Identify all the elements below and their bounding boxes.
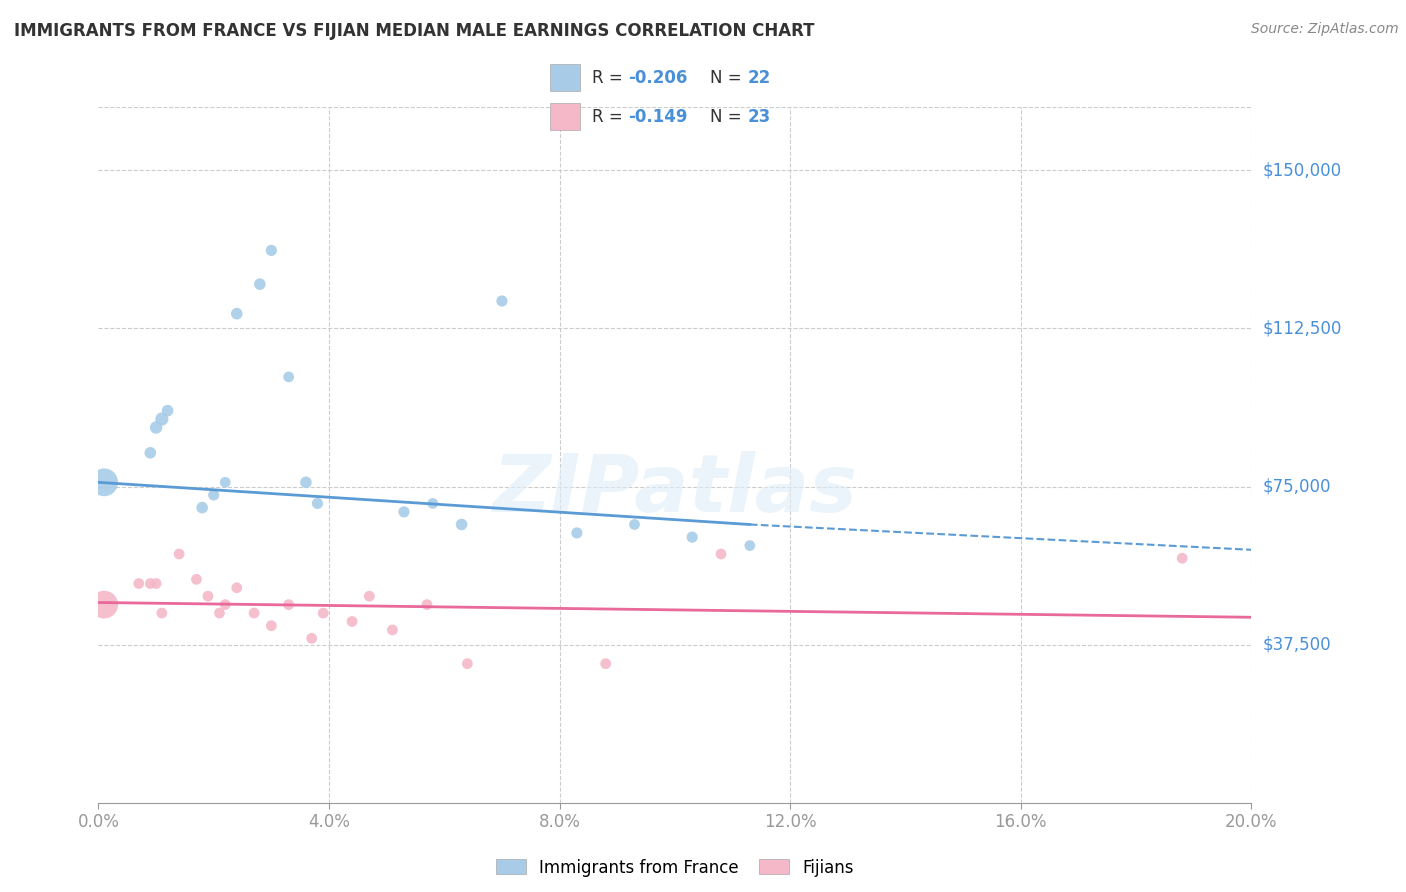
Point — [301, 632, 323, 646]
Text: $150,000: $150,000 — [1263, 161, 1341, 179]
Point — [623, 517, 645, 532]
Point — [450, 517, 472, 532]
Point — [249, 277, 271, 292]
Legend: Immigrants from France, Fijians: Immigrants from France, Fijians — [488, 850, 862, 885]
Point — [381, 623, 404, 637]
Point — [260, 618, 283, 632]
Point — [340, 615, 363, 629]
Text: $37,500: $37,500 — [1263, 636, 1331, 654]
Point — [681, 530, 703, 544]
Point — [243, 606, 266, 620]
Point — [197, 589, 219, 603]
Point — [260, 244, 283, 258]
Point — [139, 446, 162, 460]
Text: R =: R = — [592, 69, 627, 87]
Point — [456, 657, 478, 671]
Point — [738, 539, 761, 553]
Text: $75,000: $75,000 — [1263, 477, 1331, 496]
Text: -0.149: -0.149 — [628, 108, 688, 126]
Point — [150, 606, 173, 620]
Point — [93, 598, 115, 612]
Text: N =: N = — [710, 108, 747, 126]
Text: R =: R = — [592, 108, 627, 126]
Point — [186, 572, 208, 586]
Point — [156, 403, 179, 417]
Point — [202, 488, 225, 502]
Bar — [550, 64, 579, 92]
Point — [307, 496, 329, 510]
Point — [225, 581, 247, 595]
Text: ZIPatlas: ZIPatlas — [492, 450, 858, 529]
Point — [208, 606, 231, 620]
Text: -0.206: -0.206 — [628, 69, 688, 87]
Point — [214, 598, 236, 612]
Point — [145, 420, 167, 434]
Text: Source: ZipAtlas.com: Source: ZipAtlas.com — [1251, 22, 1399, 37]
Point — [150, 412, 173, 426]
Text: N =: N = — [710, 69, 747, 87]
Point — [93, 475, 115, 490]
Point — [359, 589, 381, 603]
Point — [710, 547, 733, 561]
Point — [277, 370, 299, 384]
Text: $112,500: $112,500 — [1263, 319, 1341, 337]
Point — [491, 293, 513, 308]
Point — [312, 606, 335, 620]
Point — [277, 598, 299, 612]
Text: IMMIGRANTS FROM FRANCE VS FIJIAN MEDIAN MALE EARNINGS CORRELATION CHART: IMMIGRANTS FROM FRANCE VS FIJIAN MEDIAN … — [14, 22, 814, 40]
Point — [422, 496, 444, 510]
Point — [416, 598, 439, 612]
Point — [392, 505, 415, 519]
Point — [595, 657, 617, 671]
Text: 23: 23 — [748, 108, 772, 126]
Point — [145, 576, 167, 591]
Text: 22: 22 — [748, 69, 772, 87]
Point — [1171, 551, 1194, 566]
Point — [128, 576, 150, 591]
Point — [191, 500, 214, 515]
Point — [167, 547, 190, 561]
Point — [214, 475, 236, 490]
Point — [295, 475, 318, 490]
Point — [565, 525, 588, 540]
Point — [225, 307, 247, 321]
Bar — [550, 103, 579, 130]
Point — [139, 576, 162, 591]
